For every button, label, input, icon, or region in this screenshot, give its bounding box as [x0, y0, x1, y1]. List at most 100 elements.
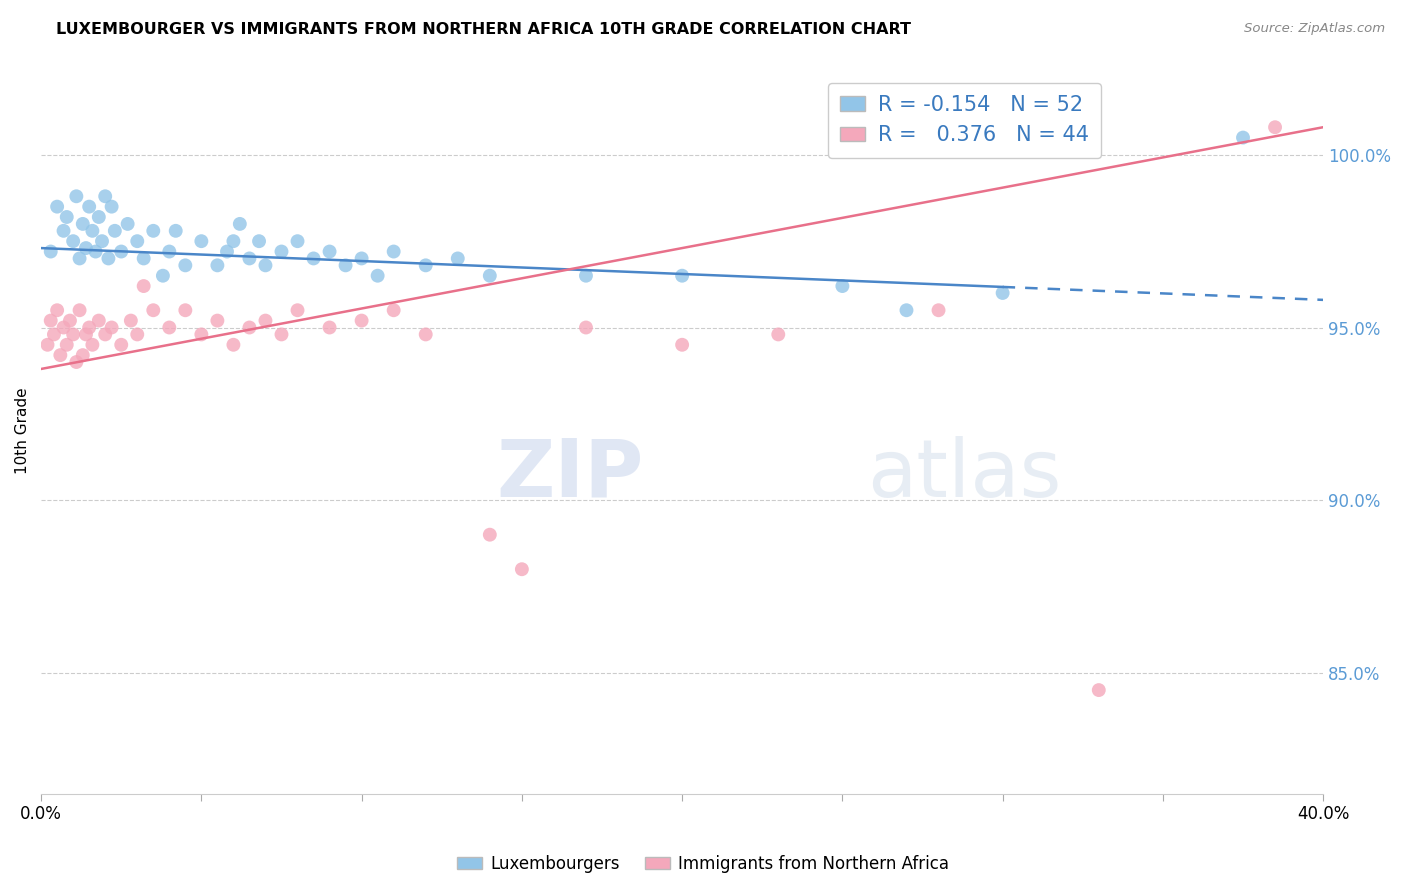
Point	[65, 355, 87, 369]
Point	[174, 303, 197, 318]
Point	[104, 224, 127, 238]
Point	[65, 189, 87, 203]
Point	[222, 338, 245, 352]
Point	[52, 320, 75, 334]
Point	[928, 303, 950, 318]
Point	[59, 313, 82, 327]
Point	[896, 303, 918, 318]
Y-axis label: 10th Grade: 10th Grade	[15, 388, 30, 475]
Point	[270, 327, 292, 342]
Point	[97, 252, 120, 266]
Point	[991, 285, 1014, 300]
Point	[55, 338, 77, 352]
Point	[415, 258, 437, 272]
Point	[120, 313, 142, 327]
Point	[62, 327, 84, 342]
Point	[190, 327, 212, 342]
Point	[207, 313, 229, 327]
Point	[91, 234, 114, 248]
Point	[110, 244, 132, 259]
Point	[229, 217, 252, 231]
Point	[55, 210, 77, 224]
Point	[190, 234, 212, 248]
Point	[287, 234, 309, 248]
Point	[302, 252, 325, 266]
Point	[84, 244, 107, 259]
Point	[110, 338, 132, 352]
Point	[318, 320, 340, 334]
Point	[478, 268, 501, 283]
Point	[335, 258, 357, 272]
Point	[94, 189, 117, 203]
Point	[87, 313, 110, 327]
Point	[77, 320, 100, 334]
Point	[72, 348, 94, 362]
Point	[174, 258, 197, 272]
Point	[117, 217, 139, 231]
Point	[447, 252, 470, 266]
Point	[1087, 683, 1109, 698]
Point	[127, 327, 149, 342]
Point	[270, 244, 292, 259]
Text: ZIP: ZIP	[496, 435, 644, 514]
Point	[46, 200, 69, 214]
Point	[382, 303, 405, 318]
Point	[157, 244, 180, 259]
Point	[510, 562, 533, 576]
Point	[478, 527, 501, 541]
Point	[254, 258, 277, 272]
Point	[62, 234, 84, 248]
Point	[367, 268, 389, 283]
Point	[75, 327, 97, 342]
Point	[49, 348, 72, 362]
Text: LUXEMBOURGER VS IMMIGRANTS FROM NORTHERN AFRICA 10TH GRADE CORRELATION CHART: LUXEMBOURGER VS IMMIGRANTS FROM NORTHERN…	[56, 22, 911, 37]
Point	[157, 320, 180, 334]
Point	[215, 244, 238, 259]
Point	[382, 244, 405, 259]
Point	[287, 303, 309, 318]
Point	[671, 268, 693, 283]
Point	[39, 244, 62, 259]
Point	[238, 320, 260, 334]
Point	[42, 327, 65, 342]
Point	[37, 338, 59, 352]
Point	[132, 279, 155, 293]
Point	[247, 234, 270, 248]
Point	[94, 327, 117, 342]
Point	[152, 268, 174, 283]
Point	[254, 313, 277, 327]
Legend: R = -0.154   N = 52, R =   0.376   N = 44: R = -0.154 N = 52, R = 0.376 N = 44	[828, 83, 1101, 158]
Point	[142, 303, 165, 318]
Point	[77, 200, 100, 214]
Point	[75, 241, 97, 255]
Point	[100, 200, 122, 214]
Point	[52, 224, 75, 238]
Point	[1232, 130, 1254, 145]
Point	[1264, 120, 1286, 135]
Legend: Luxembourgers, Immigrants from Northern Africa: Luxembourgers, Immigrants from Northern …	[450, 848, 956, 880]
Point	[100, 320, 122, 334]
Point	[671, 338, 693, 352]
Point	[415, 327, 437, 342]
Point	[318, 244, 340, 259]
Point	[142, 224, 165, 238]
Point	[69, 252, 91, 266]
Point	[575, 320, 598, 334]
Point	[238, 252, 260, 266]
Point	[82, 338, 104, 352]
Point	[165, 224, 187, 238]
Point	[768, 327, 790, 342]
Point	[87, 210, 110, 224]
Point	[350, 313, 373, 327]
Point	[575, 268, 598, 283]
Point	[46, 303, 69, 318]
Point	[831, 279, 853, 293]
Point	[82, 224, 104, 238]
Text: atlas: atlas	[868, 435, 1062, 514]
Point	[72, 217, 94, 231]
Point	[132, 252, 155, 266]
Text: Source: ZipAtlas.com: Source: ZipAtlas.com	[1244, 22, 1385, 36]
Point	[350, 252, 373, 266]
Point	[69, 303, 91, 318]
Point	[222, 234, 245, 248]
